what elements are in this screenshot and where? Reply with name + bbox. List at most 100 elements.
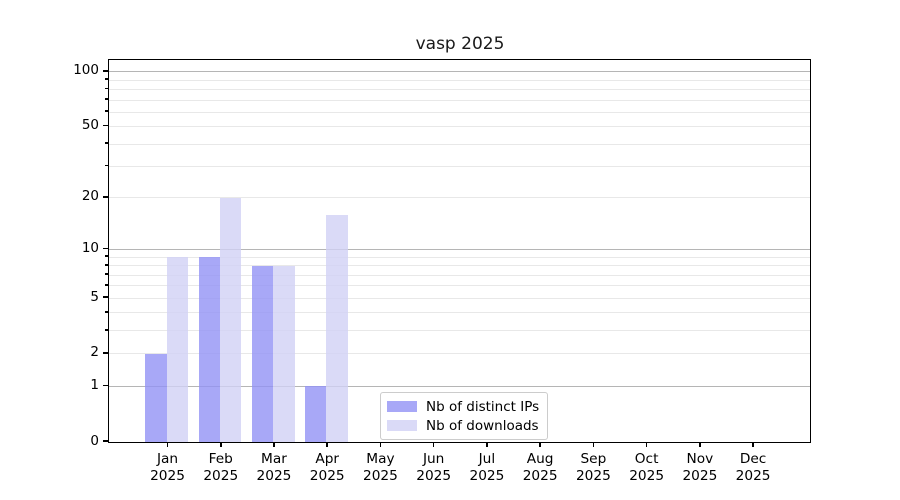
x-axis-tick-label: Sep 2025 xyxy=(563,451,623,484)
x-tick-month: Jul xyxy=(478,451,496,467)
y-gridline-minor xyxy=(109,274,810,276)
bar-distinct-ips-apr xyxy=(305,386,327,442)
y-axis-tick xyxy=(103,296,108,299)
chart-title: vasp 2025 xyxy=(415,34,505,54)
y-gridline-minor xyxy=(109,353,810,355)
x-axis-tick-label: Jan 2025 xyxy=(138,451,198,484)
legend-item: Nb of downloads xyxy=(387,417,539,434)
x-axis-tick-label: May 2025 xyxy=(350,451,410,484)
x-tick-year: 2025 xyxy=(735,467,771,484)
y-gridline-minor xyxy=(109,265,810,267)
x-axis-tick xyxy=(592,442,595,448)
y-gridline-minor xyxy=(109,126,810,128)
y-axis-tick xyxy=(103,440,108,442)
y-gridline-minor xyxy=(109,111,810,113)
x-axis-tick-label: Oct 2025 xyxy=(617,451,677,484)
x-axis-tick xyxy=(539,442,541,448)
x-axis-tick-label: Jun 2025 xyxy=(404,451,464,484)
legend-swatch xyxy=(387,420,417,431)
y-gridline-minor xyxy=(109,297,810,299)
x-tick-month: Jan xyxy=(156,451,179,467)
legend-swatch xyxy=(387,401,417,412)
x-axis-tick xyxy=(486,442,488,448)
x-axis-tick xyxy=(645,442,648,448)
y-gridline-major xyxy=(109,385,810,387)
x-axis-tick xyxy=(699,442,701,448)
y-axis-tick-label: 10 xyxy=(81,240,99,257)
legend-item: Nb of distinct IPs xyxy=(387,398,539,415)
x-axis-tick-label: Jul 2025 xyxy=(457,451,517,484)
y-axis-tick xyxy=(103,124,108,127)
x-tick-year: 2025 xyxy=(575,467,611,484)
y-gridline-minor xyxy=(109,256,810,258)
y-axis-minor-tick xyxy=(105,328,108,331)
y-axis-tick-label: 100 xyxy=(73,62,99,79)
y-gridline-minor xyxy=(109,88,810,90)
x-axis-tick xyxy=(326,442,328,448)
x-tick-month: Nov xyxy=(686,451,714,467)
bar-downloads-jan xyxy=(166,257,189,442)
y-gridline-major xyxy=(109,249,810,251)
x-tick-year: 2025 xyxy=(309,467,345,484)
bar-distinct-ips-mar xyxy=(251,265,274,442)
x-axis-tick xyxy=(379,442,382,448)
bar-layer xyxy=(109,60,810,442)
legend-label: Nb of downloads xyxy=(426,417,539,434)
x-axis-tick-label: Dec 2025 xyxy=(723,451,783,484)
y-axis-tick-label: 50 xyxy=(81,117,99,134)
bar-distinct-ips-feb xyxy=(198,257,220,442)
x-axis-tick-label: Nov 2025 xyxy=(670,451,730,484)
x-tick-year: 2025 xyxy=(469,467,505,484)
y-gridline-minor xyxy=(109,166,810,168)
y-gridline-minor xyxy=(109,143,810,145)
x-tick-month: Oct xyxy=(634,451,659,467)
y-axis-minor-tick xyxy=(105,311,108,313)
x-tick-year: 2025 xyxy=(416,467,452,484)
y-axis-minor-tick xyxy=(105,273,108,275)
x-tick-month: Sep xyxy=(580,451,607,467)
x-tick-month: Mar xyxy=(261,451,287,467)
x-axis-tick-label: Apr 2025 xyxy=(297,451,357,484)
y-axis-tick-label: 20 xyxy=(81,188,99,205)
y-gridline-minor xyxy=(109,285,810,287)
y-gridline-minor xyxy=(109,197,810,199)
x-tick-year: 2025 xyxy=(522,467,558,484)
legend: Nb of distinct IPs Nb of downloads xyxy=(380,392,549,440)
x-tick-year: 2025 xyxy=(363,467,398,484)
y-axis-minor-tick xyxy=(105,142,108,144)
y-axis-minor-tick xyxy=(105,87,108,90)
x-axis-tick-label: Mar 2025 xyxy=(244,451,304,484)
y-axis-minor-tick xyxy=(105,255,108,258)
x-tick-month: Jun xyxy=(422,451,445,467)
x-axis-tick xyxy=(219,442,222,448)
x-tick-month: Feb xyxy=(208,451,233,467)
y-axis-tick-label: 2 xyxy=(90,344,99,361)
y-gridline-minor xyxy=(109,312,810,314)
bar-downloads-feb xyxy=(219,197,242,442)
y-axis-tick xyxy=(103,352,108,354)
x-axis-tick xyxy=(273,442,275,448)
y-axis-tick xyxy=(103,195,108,198)
x-tick-year: 2025 xyxy=(203,467,239,484)
bar-distinct-ips-jan xyxy=(145,353,167,442)
y-axis-tick-label: 5 xyxy=(90,288,99,305)
x-axis-tick-label: Aug 2025 xyxy=(510,451,570,484)
x-tick-month: May xyxy=(366,451,395,467)
x-tick-month: Apr xyxy=(315,451,340,467)
x-axis-tick xyxy=(432,442,435,448)
x-axis-tick xyxy=(166,442,169,448)
x-tick-year: 2025 xyxy=(629,467,665,484)
y-axis-tick-label: 0 xyxy=(90,432,99,449)
y-axis-tick xyxy=(103,69,108,72)
y-axis-minor-tick xyxy=(105,78,108,80)
x-tick-year: 2025 xyxy=(256,467,292,484)
y-axis-tick xyxy=(103,247,108,250)
y-gridline-minor xyxy=(109,99,810,101)
y-axis-minor-tick xyxy=(105,98,108,100)
y-axis-tick-label: 1 xyxy=(90,376,99,393)
y-axis-minor-tick xyxy=(105,263,108,266)
y-gridline-minor xyxy=(109,330,810,332)
gridline-layer xyxy=(109,60,810,442)
y-axis-minor-tick xyxy=(105,164,108,167)
